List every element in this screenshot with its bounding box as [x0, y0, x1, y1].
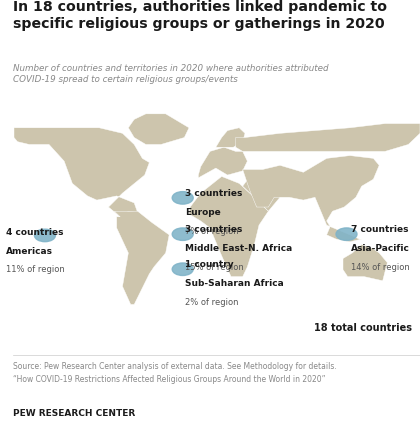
Text: 1 country: 1 country	[185, 261, 234, 270]
Circle shape	[172, 263, 193, 276]
Text: 15% of region: 15% of region	[185, 263, 244, 272]
Circle shape	[34, 229, 55, 242]
Text: Source: Pew Research Center analysis of external data. See Methodology for detai: Source: Pew Research Center analysis of …	[13, 362, 336, 383]
Text: 18 total countries: 18 total countries	[314, 323, 412, 333]
Text: Number of countries and territories in 2020 where authorities attributed
COVID-1: Number of countries and territories in 2…	[13, 64, 328, 84]
Text: Asia-Pacific: Asia-Pacific	[351, 244, 410, 253]
Circle shape	[172, 228, 193, 241]
Text: 3 countries: 3 countries	[185, 226, 242, 235]
Text: In 18 countries, authorities linked pandemic to
specific religious groups or gat: In 18 countries, authorities linked pand…	[13, 0, 386, 31]
Text: Americas: Americas	[6, 247, 53, 256]
Circle shape	[336, 228, 357, 241]
Text: 7% of region: 7% of region	[185, 227, 239, 236]
Text: 4 countries: 4 countries	[6, 228, 64, 237]
Text: 11% of region: 11% of region	[6, 265, 65, 274]
Text: PEW RESEARCH CENTER: PEW RESEARCH CENTER	[13, 409, 135, 418]
Text: Middle East-N. Africa: Middle East-N. Africa	[185, 244, 292, 253]
Text: 2% of region: 2% of region	[185, 298, 238, 307]
Text: 7 countries: 7 countries	[351, 226, 408, 235]
Text: 14% of region: 14% of region	[351, 263, 410, 272]
Text: 3 countries: 3 countries	[185, 189, 242, 198]
Text: Sub-Saharan Africa: Sub-Saharan Africa	[185, 279, 284, 288]
Circle shape	[172, 192, 193, 204]
Text: Europe: Europe	[185, 208, 221, 217]
